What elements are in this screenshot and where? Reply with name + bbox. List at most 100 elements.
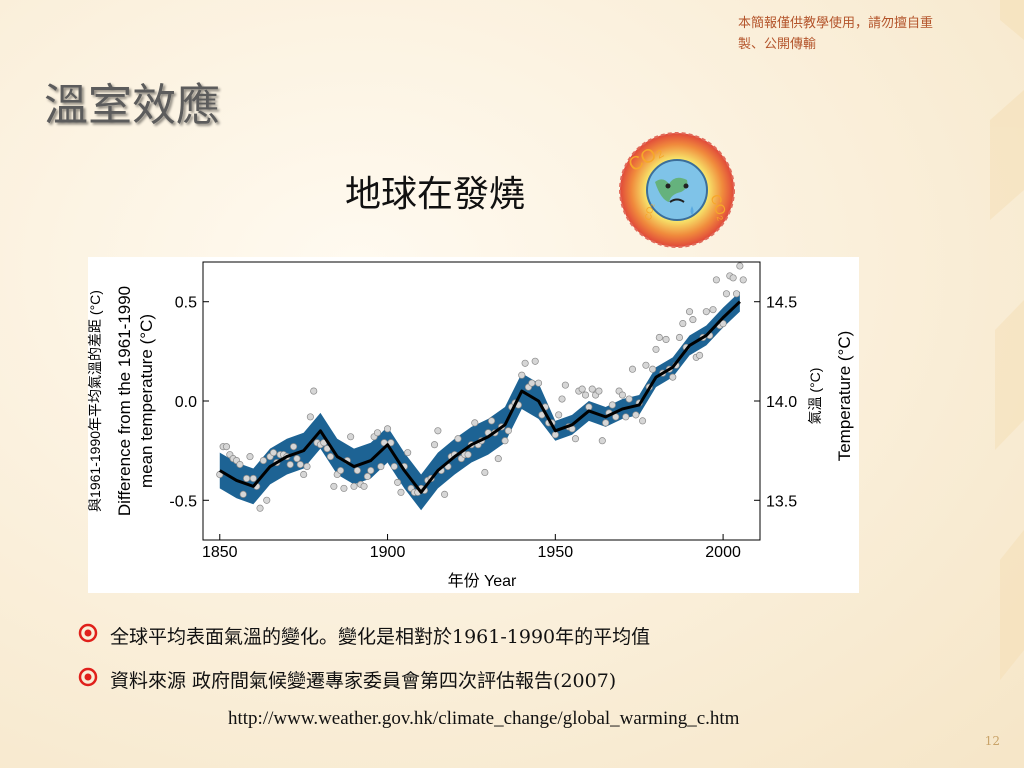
annual-point [430, 441, 439, 449]
annual-point [239, 490, 247, 498]
annual-point [243, 474, 251, 482]
notice-line: 製、公開傳輸 [738, 37, 816, 52]
y-tick-label: -0.5 [169, 493, 197, 510]
annual-point [736, 262, 744, 270]
annual-point [504, 427, 512, 435]
annual-point [222, 443, 231, 451]
chart: 0.5 0.0 -0.5 14.5 14.0 13.5 1850 1900 1950 2000 年份… [87, 257, 859, 593]
bullet-icon [78, 623, 98, 643]
annual-point [246, 453, 254, 461]
annual-point [719, 320, 727, 328]
annual-point [521, 359, 529, 367]
annual-point [622, 413, 630, 421]
annual-point [306, 413, 314, 421]
y-tick-label: 0.0 [175, 394, 197, 411]
annual-point [293, 455, 301, 463]
annual-point [259, 457, 267, 465]
annual-point [488, 417, 496, 425]
annual-point [652, 345, 660, 353]
annual-point [290, 443, 298, 451]
icon-label: CO₂ [643, 202, 656, 221]
y-axis-label: Difference from the 1961-1990 [115, 286, 134, 516]
annual-point [350, 482, 358, 490]
annual-point [383, 425, 392, 433]
y2-tick-label: 14.5 [766, 295, 797, 312]
annual-point [360, 482, 368, 490]
annual-point [337, 466, 345, 475]
annual-point [330, 482, 338, 490]
annual-point [581, 391, 590, 399]
annual-point [528, 379, 536, 387]
annual-point [618, 391, 626, 399]
annual-point [481, 468, 489, 477]
annual-point [377, 462, 385, 471]
y2-axis-label: Temperature (°C) [835, 331, 854, 462]
annual-point [689, 316, 697, 324]
annual-point [390, 462, 398, 471]
x-tick-label: 1850 [202, 544, 238, 561]
annual-point [326, 453, 335, 461]
annual-point [702, 308, 710, 316]
annual-point [732, 290, 741, 298]
annual-point [625, 395, 633, 403]
annual-point [471, 419, 479, 427]
annual-point [367, 466, 375, 475]
annual-point [387, 439, 395, 447]
bullet-text: 資料來源 政府間氣候變遷專家委員會第四次評估報告(2007) [110, 670, 616, 692]
legend-mask [215, 278, 510, 304]
annual-point [373, 429, 382, 437]
annual-point [256, 504, 264, 512]
annual-point [561, 381, 569, 389]
annual-point [655, 333, 663, 342]
annual-point [249, 474, 257, 482]
annual-point [531, 357, 539, 365]
annual-point [669, 373, 677, 381]
y2-axis-label: 氣溫 (°C) [807, 368, 823, 425]
annual-point [722, 290, 730, 298]
annual-point [675, 333, 684, 342]
annual-point [434, 427, 442, 435]
annual-point [588, 385, 596, 393]
y-axis-label: 與1961-1990年平均氣溫的差距 (°C) [87, 290, 103, 512]
y-axis-label: mean temperature (°C) [137, 314, 156, 488]
annual-point [632, 411, 640, 419]
annual-point [571, 435, 580, 443]
annual-point [269, 449, 278, 457]
annual-point [608, 401, 616, 409]
annual-point [397, 488, 405, 496]
annual-point [712, 276, 720, 284]
annual-point [628, 365, 637, 373]
annual-point [394, 478, 402, 486]
annual-point [729, 274, 737, 282]
slide-title: 溫室效應 [44, 80, 220, 131]
x-tick-label: 1900 [370, 544, 406, 561]
slide-subtitle: 地球在發燒 [345, 174, 525, 215]
annual-point [595, 387, 603, 395]
annual-point [534, 379, 543, 387]
annual-point [236, 460, 244, 469]
annual-point [296, 460, 304, 469]
annual-point [347, 433, 355, 441]
annual-point [649, 365, 657, 373]
annual-point [441, 490, 449, 498]
bullet-icon [78, 667, 98, 687]
annual-point [578, 385, 586, 393]
annual-point [353, 466, 361, 475]
uncertainty-band [219, 291, 740, 511]
y2-tick-label: 14.0 [766, 394, 797, 411]
bullet-text: 全球平均表面氣溫的變化。變化是相對於1961-1990年的平均值 [110, 626, 650, 648]
y2-tick-label: 13.5 [766, 493, 797, 510]
annual-point [464, 451, 472, 459]
edge-stripes [990, 0, 1024, 680]
source-url: http://www.weather.gov.hk/climate_change… [228, 708, 740, 729]
annual-point [263, 496, 271, 504]
annual-point [310, 387, 318, 395]
annual-point [501, 437, 509, 445]
annual-point [685, 308, 694, 316]
x-tick-label: 1950 [538, 544, 574, 561]
annual-point [585, 403, 593, 411]
page-number: 12 [985, 734, 1000, 748]
annual-point [642, 361, 650, 369]
notice-line: 本簡報僅供教學使用，請勿擅自重 [738, 15, 933, 31]
